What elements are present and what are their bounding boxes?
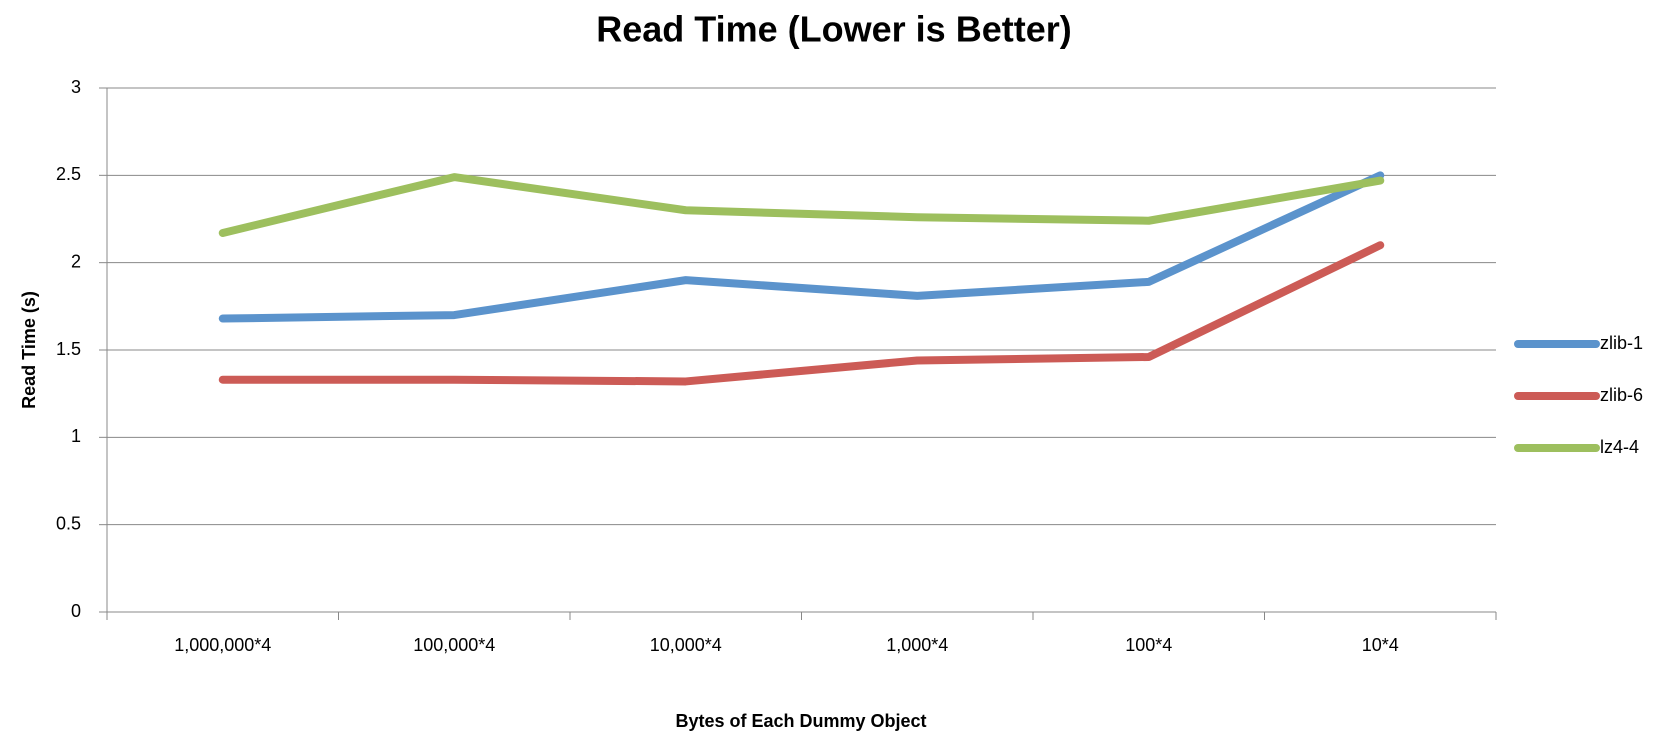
x-tick-label: 10*4 (1362, 635, 1399, 655)
chart-title: Read Time (Lower is Better) (596, 9, 1071, 50)
legend-label: lz4-4 (1600, 437, 1639, 457)
x-tick-label: 1,000,000*4 (174, 635, 271, 655)
x-tick-label: 100,000*4 (413, 635, 495, 655)
x-tick-label: 10,000*4 (650, 635, 722, 655)
series-line (218, 241, 1385, 386)
y-tick-label: 3 (71, 77, 81, 97)
series-line (218, 171, 1385, 323)
x-axis-title: Bytes of Each Dummy Object (675, 711, 926, 731)
y-axis-title: Read Time (s) (19, 291, 39, 409)
y-tick-label: 1.5 (56, 339, 81, 359)
series-line (218, 173, 1385, 237)
y-tick-label: 1 (71, 426, 81, 446)
x-tick-label: 1,000*4 (886, 635, 948, 655)
legend-label: zlib-1 (1600, 333, 1643, 353)
y-tick-label: 0 (71, 601, 81, 621)
legend-label: zlib-6 (1600, 385, 1643, 405)
y-tick-label: 2.5 (56, 164, 81, 184)
x-tick-label: 100*4 (1125, 635, 1172, 655)
y-tick-label: 0.5 (56, 513, 81, 533)
y-tick-label: 2 (71, 251, 81, 271)
